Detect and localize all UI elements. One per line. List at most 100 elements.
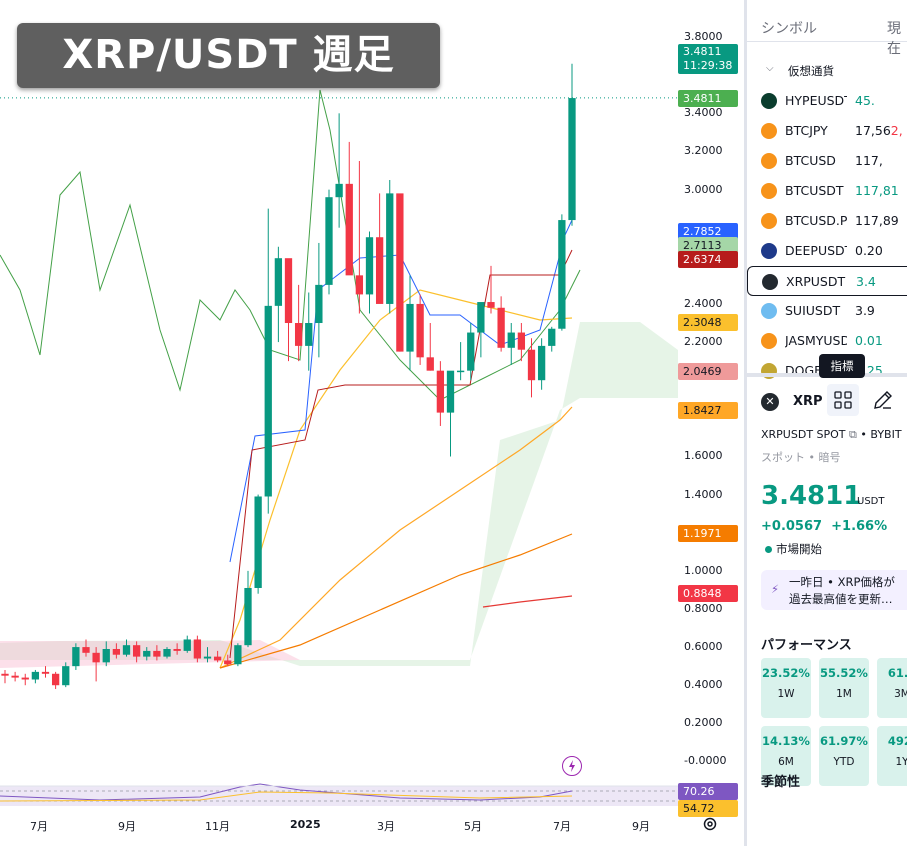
bitcoin-icon — [761, 123, 777, 139]
watchlist-price: 3.4 — [856, 274, 876, 289]
panel-divider[interactable] — [744, 0, 747, 846]
watchlist-price: 45. — [855, 93, 875, 108]
performance-cell-1y[interactable]: 492. 1Y — [877, 726, 907, 786]
price-label: 2.3048 — [678, 314, 738, 332]
watchlist-symbol: BTCUSDT — [785, 183, 844, 198]
watchlist-group[interactable]: ⌵ 仮想通貨 — [747, 60, 907, 82]
watchlist-row-btcusdt[interactable]: BTCUSDT 117,81 — [747, 176, 907, 206]
xrp-icon — [762, 274, 778, 290]
candle-body — [365, 237, 374, 295]
exchange-line[interactable]: XRPUSDT SPOT ⧉ • BYBIT — [761, 428, 902, 441]
change-abs: +0.0567 — [761, 519, 823, 534]
watchlist-price: 0.20 — [855, 243, 883, 258]
ma200-line — [482, 595, 573, 608]
rsi-pane-bg — [0, 786, 678, 806]
tooltip: 指標 — [819, 354, 865, 378]
price-label-text: 70.26 — [683, 785, 715, 798]
watchlist-symbol: DEEPUSDT — [785, 243, 847, 258]
lightning-icon[interactable] — [562, 756, 582, 776]
candle-body — [315, 284, 323, 324]
candle-body — [386, 193, 394, 304]
price-chart[interactable] — [0, 0, 678, 846]
column-symbol[interactable]: シンボル — [761, 21, 817, 37]
price-tick: 1.0000 — [684, 563, 723, 577]
candle-body — [467, 332, 475, 371]
watchlist-symbol: BTCUSD.P — [785, 213, 847, 228]
countdown-timer: 11:29:38 — [683, 59, 733, 72]
price-label: 2.6374 — [678, 250, 738, 268]
watchlist-row-btcusdp[interactable]: BTCUSD.P 117,89 — [747, 206, 907, 236]
candle-body — [153, 650, 161, 657]
watchlist-row-btcusd[interactable]: BTCUSD 117, — [747, 146, 907, 176]
candle-body — [213, 656, 222, 661]
external-link-icon: ⧉ — [849, 428, 857, 441]
settings-gear-icon[interactable] — [702, 816, 718, 832]
news-card[interactable]: ⚡ 一昨日 • XRP価格が 過去最高値を更新… — [761, 570, 907, 610]
bitcoin-icon — [761, 183, 777, 199]
watchlist-symbol: XRPUSDT — [786, 274, 846, 289]
price-tick: 2.2000 — [684, 335, 723, 349]
last-price: 3.4811 — [761, 481, 862, 511]
price-tick: -0.0000 — [684, 754, 727, 768]
candle-body — [132, 645, 141, 657]
ma100-line — [219, 533, 573, 669]
sui-icon — [761, 303, 777, 319]
edit-button[interactable] — [867, 384, 899, 416]
watchlist-row-btcjpy[interactable]: BTCJPY 17,562, — [747, 116, 907, 146]
candle-body — [355, 275, 364, 295]
candle-body — [456, 370, 465, 373]
performance-cell-3m[interactable]: 61.6 3M — [877, 658, 907, 718]
candle-body — [325, 197, 333, 285]
watchlist-symbol: SUIUSDT — [785, 303, 841, 318]
performance-cell-1w[interactable]: 23.52% 1W — [761, 658, 811, 718]
watchlist-symbol: HYPEUSDT — [785, 93, 847, 108]
price-label-text: 54.72 — [683, 802, 715, 815]
price-label: 3.4811 11:29:38 — [678, 44, 738, 74]
price-tick: 3.4000 — [684, 106, 723, 120]
watchlist-row-jasmyusdt[interactable]: JASMYUSDT 0.01 — [747, 326, 907, 356]
performance-cell-1m[interactable]: 55.52% 1M — [819, 658, 869, 718]
indicators-button[interactable] — [827, 384, 859, 416]
candle-body — [406, 303, 414, 352]
candle-body — [497, 307, 505, 348]
candle-body — [11, 675, 19, 678]
candle-body — [517, 332, 526, 350]
watchlist-row-deepusdt[interactable]: DEEPUSDT 0.20 — [747, 236, 907, 266]
watchlist-symbol: JASMYUSDT — [785, 333, 847, 348]
candle-body — [294, 323, 303, 346]
rsi-ma-line — [0, 791, 573, 802]
watchlist-price-change: 2, — [890, 123, 903, 138]
candle-body — [264, 305, 272, 497]
chart-area[interactable] — [0, 0, 678, 846]
price-tick: 1.6000 — [684, 449, 723, 463]
price-axis[interactable]: 3.8000 3.4000 3.2000 3.0000 2.4000 2.2000 1.60… — [678, 0, 744, 846]
performance-cell-6m[interactable]: 14.13% 6M — [761, 726, 811, 786]
watchlist-row-suiusdt[interactable]: SUIUSDT 3.9 — [747, 296, 907, 326]
price-tick: 0.2000 — [684, 716, 723, 730]
candle-body — [41, 671, 50, 674]
time-tick: 7月 — [30, 820, 48, 833]
performance-value: 14.13% — [762, 734, 810, 748]
performance-period: 1W — [777, 688, 795, 700]
candle-body — [143, 650, 151, 657]
performance-value: 61.97% — [820, 734, 868, 748]
candle-body — [92, 652, 100, 663]
candle-body — [234, 645, 242, 665]
chevron-down-icon: ⌵ — [766, 63, 774, 74]
column-price[interactable]: 現在 — [887, 21, 901, 57]
bitcoin-icon — [761, 213, 777, 229]
watchlist-row-hypeusdt[interactable]: HYPEUSDT 45. — [747, 86, 907, 116]
candle-body — [426, 357, 434, 371]
price-tick: 0.8000 — [684, 601, 723, 615]
price-tick: 3.0000 — [684, 182, 723, 196]
watchlist-group-label: 仮想通貨 — [788, 64, 834, 78]
watchlist-row-xrpusdt[interactable]: XRPUSDT 3.4 — [747, 266, 907, 296]
candle-body — [51, 673, 60, 686]
candle-body — [446, 370, 455, 413]
price-tick: 3.2000 — [684, 144, 723, 158]
performance-period: 1Y — [895, 756, 907, 768]
candle-body — [396, 193, 404, 352]
watchlist-symbol: BTCUSD — [785, 153, 836, 168]
performance-period: 1M — [836, 688, 852, 700]
performance-cell-ytd[interactable]: 61.97% YTD — [819, 726, 869, 786]
